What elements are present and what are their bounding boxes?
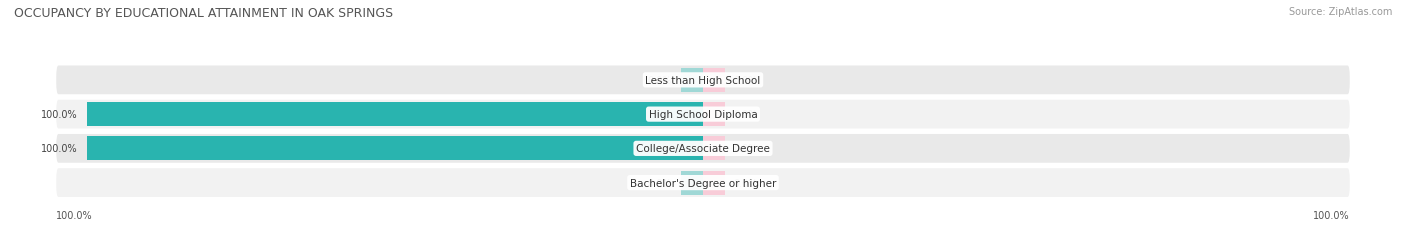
FancyBboxPatch shape [56, 66, 1350, 95]
Bar [87, 137, 703, 161]
Text: OCCUPANCY BY EDUCATIONAL ATTAINMENT IN OAK SPRINGS: OCCUPANCY BY EDUCATIONAL ATTAINMENT IN O… [14, 7, 394, 20]
Text: 100.0%: 100.0% [1313, 210, 1350, 220]
Bar [682, 171, 703, 195]
Bar [703, 69, 724, 92]
Bar [87, 103, 703, 127]
Bar [703, 171, 724, 195]
Text: College/Associate Degree: College/Associate Degree [636, 144, 770, 154]
Bar [682, 69, 703, 92]
Text: Bachelor's Degree or higher: Bachelor's Degree or higher [630, 178, 776, 188]
Text: 0.0%: 0.0% [734, 110, 758, 120]
Text: 100.0%: 100.0% [41, 144, 77, 154]
Text: 100.0%: 100.0% [56, 210, 93, 220]
Bar [703, 103, 724, 127]
Bar [703, 137, 724, 161]
FancyBboxPatch shape [56, 168, 1350, 197]
Text: 0.0%: 0.0% [734, 76, 758, 85]
FancyBboxPatch shape [56, 100, 1350, 129]
Text: Source: ZipAtlas.com: Source: ZipAtlas.com [1288, 7, 1392, 17]
Text: 0.0%: 0.0% [648, 178, 672, 188]
Text: High School Diploma: High School Diploma [648, 110, 758, 120]
FancyBboxPatch shape [56, 134, 1350, 163]
Text: 100.0%: 100.0% [41, 110, 77, 120]
Text: 0.0%: 0.0% [734, 144, 758, 154]
Text: 0.0%: 0.0% [648, 76, 672, 85]
Text: Less than High School: Less than High School [645, 76, 761, 85]
Text: 0.0%: 0.0% [734, 178, 758, 188]
